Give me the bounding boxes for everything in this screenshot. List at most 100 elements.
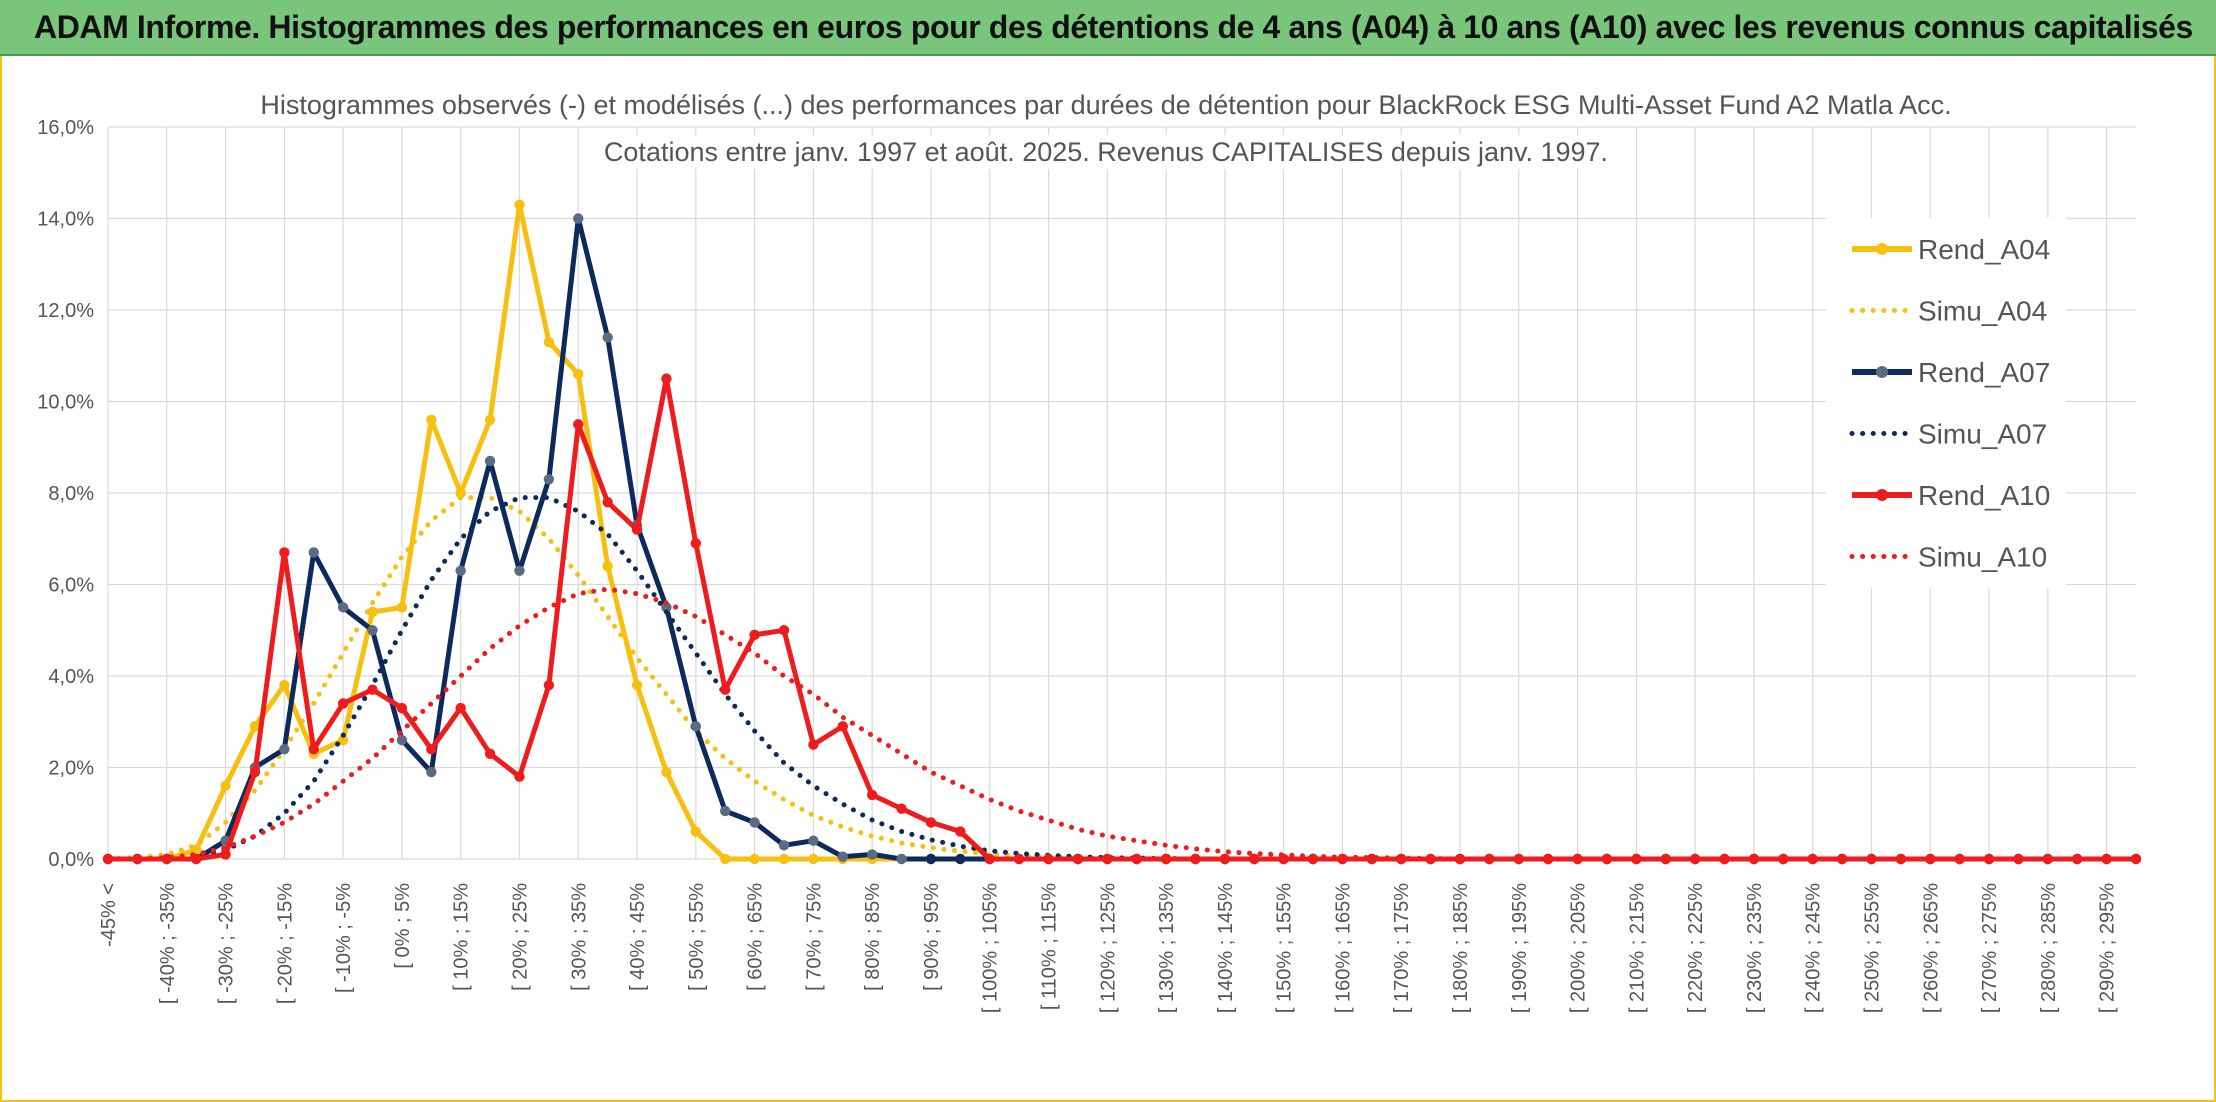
x-tick-label: [ -30% ; -25% bbox=[216, 883, 238, 1004]
data-point bbox=[1660, 853, 1671, 865]
x-tick-label: [ 290% ; 295% bbox=[2097, 883, 2119, 1013]
data-point bbox=[367, 625, 378, 636]
data-point bbox=[1072, 853, 1084, 865]
legend-label: Rend_A07 bbox=[1918, 357, 2050, 388]
data-point bbox=[279, 547, 290, 558]
x-tick-label: [ 230% ; 235% bbox=[1744, 883, 1766, 1013]
data-point bbox=[778, 625, 790, 636]
data-point bbox=[573, 419, 584, 430]
legend-marker bbox=[1876, 243, 1888, 255]
data-point bbox=[543, 336, 555, 348]
y-tick-label: 8,0% bbox=[48, 483, 94, 505]
data-point bbox=[573, 368, 584, 380]
title-bg bbox=[250, 88, 1962, 122]
x-tick-label: [ 60% ; 65% bbox=[745, 883, 767, 991]
legend-item-Rend_A04: Rend_A04 bbox=[1852, 234, 2050, 265]
legend-item-Simu_A10: Simu_A10 bbox=[1849, 542, 2047, 573]
x-tick-label: [ 110% ; 115% bbox=[1039, 883, 1061, 1010]
data-point bbox=[426, 414, 437, 425]
chart-frame bbox=[0, 56, 2216, 1102]
y-tick-label: 16,0% bbox=[37, 117, 94, 139]
data-point bbox=[1748, 853, 1760, 865]
x-tick-label: -45% < bbox=[98, 883, 120, 947]
data-point bbox=[220, 849, 231, 860]
data-point bbox=[1484, 853, 1495, 865]
x-tick-label: [ 70% ; 75% bbox=[803, 883, 825, 991]
data-point bbox=[1249, 853, 1260, 865]
x-tick-label: [ -40% ; -35% bbox=[157, 883, 179, 1004]
x-tick-label: [ 280% ; 285% bbox=[2038, 883, 2060, 1013]
x-tick-label: [ 20% ; 25% bbox=[509, 883, 531, 991]
data-point bbox=[337, 734, 349, 746]
data-point bbox=[337, 602, 349, 613]
data-point bbox=[837, 851, 848, 862]
data-point bbox=[1102, 853, 1113, 865]
data-point bbox=[484, 414, 496, 425]
data-point bbox=[1190, 853, 1201, 865]
legend-label: Rend_A10 bbox=[1918, 480, 2050, 511]
data-point bbox=[661, 373, 672, 384]
data-point bbox=[984, 853, 995, 865]
x-tick-label: [ -10% ; -5% bbox=[333, 883, 355, 993]
data-point bbox=[1043, 853, 1054, 865]
data-point bbox=[220, 780, 231, 791]
x-tick-label: [ 250% ; 255% bbox=[1861, 883, 1883, 1013]
x-tick-label: [ 100% ; 105% bbox=[980, 883, 1002, 1013]
x-tick-label: [ 270% ; 275% bbox=[1979, 883, 2001, 1013]
x-tick-label: [ 180% ; 185% bbox=[1450, 883, 1472, 1013]
x-tick-label: [ 210% ; 215% bbox=[1626, 883, 1648, 1013]
data-point bbox=[631, 524, 643, 535]
data-point bbox=[337, 698, 349, 709]
data-point bbox=[690, 826, 702, 837]
x-tick-label: [ -20% ; -15% bbox=[274, 883, 296, 1004]
legend-marker bbox=[1876, 366, 1888, 378]
data-point bbox=[690, 538, 702, 549]
data-point bbox=[484, 455, 496, 467]
data-point bbox=[514, 565, 525, 576]
chart-legend: Rend_A04 Simu_A04 Rend_A07 Simu_A07 Rend_A10… bbox=[1826, 218, 2066, 588]
x-tick-label: [ 190% ; 195% bbox=[1509, 883, 1531, 1013]
data-point bbox=[484, 748, 496, 759]
data-point bbox=[1219, 853, 1231, 865]
legend-item-Rend_A07: Rend_A07 bbox=[1852, 357, 2050, 388]
data-point bbox=[631, 679, 643, 691]
legend-label: Rend_A04 bbox=[1918, 234, 2050, 265]
data-point bbox=[720, 805, 731, 817]
legend-label: Simu_A10 bbox=[1918, 542, 2047, 573]
x-tick-label: [ 160% ; 165% bbox=[1332, 883, 1354, 1013]
legend-item-Simu_A04: Simu_A04 bbox=[1849, 296, 2047, 327]
data-point bbox=[543, 679, 555, 691]
data-point bbox=[308, 547, 319, 558]
data-point bbox=[1013, 853, 1025, 865]
x-tick-label: [ 90% ; 95% bbox=[921, 883, 943, 991]
data-point bbox=[1866, 853, 1877, 865]
data-point bbox=[925, 853, 937, 865]
x-tick-label: [ 120% ; 125% bbox=[1097, 883, 1119, 1013]
data-point bbox=[808, 853, 819, 865]
x-tick-label: [ 10% ; 15% bbox=[451, 883, 473, 991]
data-point bbox=[925, 817, 937, 828]
x-axis: -45% < [ -40% ; -35% [ -30% ; -25% [ -20% ;… bbox=[98, 883, 2119, 1013]
series-lines bbox=[102, 199, 2142, 865]
data-point bbox=[778, 853, 790, 865]
data-point bbox=[896, 803, 907, 814]
data-point bbox=[602, 332, 613, 343]
data-point bbox=[308, 744, 319, 755]
legend-background bbox=[1826, 218, 2066, 588]
data-point bbox=[690, 721, 702, 732]
x-tick-label: [ 40% ; 45% bbox=[627, 883, 649, 991]
data-point bbox=[602, 496, 613, 508]
data-point bbox=[2042, 853, 2054, 865]
chart-title: Histogrammes observés (-) et modélisés (… bbox=[250, 88, 1962, 169]
data-point bbox=[749, 629, 760, 641]
y-axis: 0,0% 2,0% 4,0% 6,0% 8,0% 10,0% 12,0% 14,0% 16,0% bbox=[37, 117, 94, 871]
data-point bbox=[426, 744, 437, 755]
y-tick-label: 14,0% bbox=[37, 209, 94, 231]
x-tick-label: [ 260% ; 265% bbox=[1920, 883, 1942, 1013]
x-tick-label: [ 50% ; 55% bbox=[686, 883, 708, 991]
data-point bbox=[455, 565, 466, 576]
y-tick-label: 12,0% bbox=[37, 300, 94, 322]
data-point bbox=[573, 213, 584, 224]
legend-label: Simu_A04 bbox=[1918, 296, 2047, 327]
